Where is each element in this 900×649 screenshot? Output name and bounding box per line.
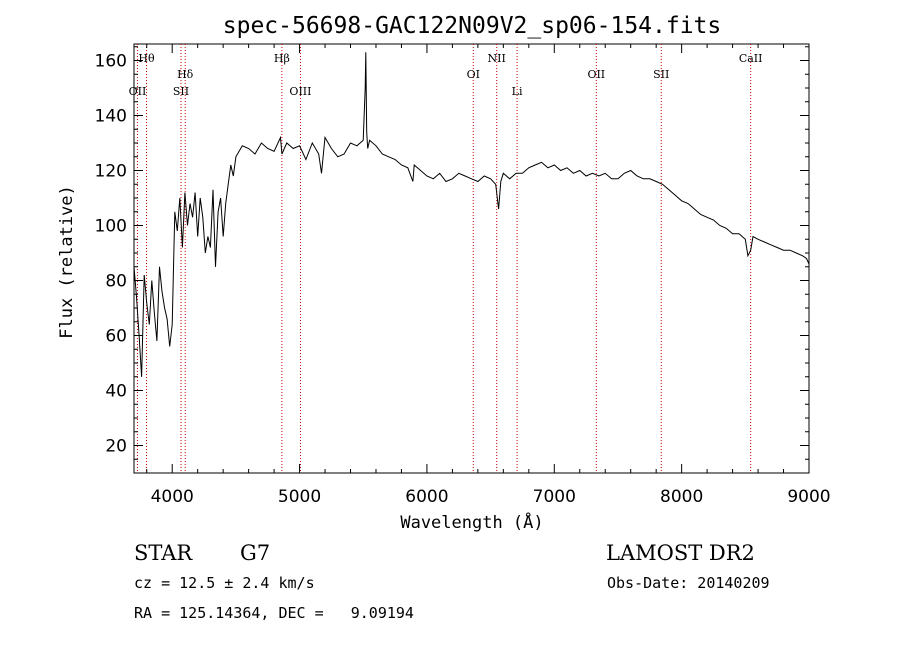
spectral-line-label: Hθ <box>138 52 155 65</box>
y-tick-label: 40 <box>105 382 127 402</box>
spectral-line-labels: Hθ OII Hδ SII Hβ OIII OI NII Li OII SII CaII <box>129 52 763 98</box>
y-tick-label: 100 <box>95 217 127 237</box>
y-axis-ticks: 20 40 60 80 100 120 140 160 <box>95 46 809 474</box>
x-tick-label: 5000 <box>278 487 321 507</box>
x-tick-label: 9000 <box>787 487 830 507</box>
spectral-line-label: NII <box>488 52 506 65</box>
spectral-line-label: OI <box>467 68 480 81</box>
spectral-line-label: OII <box>587 68 605 81</box>
spectral-line-label: Hβ <box>274 52 290 65</box>
y-tick-label: 160 <box>95 52 127 72</box>
spectral-line-label: OII <box>129 85 147 98</box>
x-tick-label: 8000 <box>660 487 703 507</box>
y-tick-label: 140 <box>95 107 127 127</box>
spectrum-line <box>133 52 810 377</box>
x-tick-label: 6000 <box>405 487 448 507</box>
spectral-line-label: CaII <box>739 52 763 65</box>
spectral-line-markers <box>136 44 752 473</box>
observation-date: Obs-Date: 20140209 <box>607 574 770 592</box>
y-tick-label: 60 <box>105 327 127 347</box>
y-axis-label: Flux (relative) <box>57 185 77 339</box>
x-axis-ticks: 4000 5000 6000 7000 8000 9000 <box>146 44 831 507</box>
y-tick-label: 20 <box>105 437 127 457</box>
redshift-velocity: cz = 12.5 ± 2.4 km/s <box>134 574 315 592</box>
object-subclass: G7 <box>240 541 270 565</box>
y-tick-label: 80 <box>105 272 127 292</box>
plot-axes <box>133 43 810 474</box>
y-tick-label: 120 <box>95 162 127 182</box>
chart-title: spec-56698-GAC122N09V2_sp06-154.fits <box>223 13 722 39</box>
x-axis-label: Wavelength (Å) <box>400 511 543 533</box>
plot-frame <box>133 43 810 474</box>
spectral-line-label: SII <box>173 85 189 98</box>
spectral-line-label: Hδ <box>177 68 194 81</box>
spectral-line-label: Li <box>512 85 523 98</box>
coordinates: RA = 125.14364, DEC = 9.09194 <box>134 604 414 622</box>
survey-name: LAMOST DR2 <box>606 541 755 565</box>
object-class: STAR <box>134 541 193 565</box>
spectral-line-label: OIII <box>289 85 311 98</box>
x-tick-label: 4000 <box>151 487 194 507</box>
spectral-line-label: SII <box>653 68 669 81</box>
x-tick-label: 7000 <box>533 487 576 507</box>
